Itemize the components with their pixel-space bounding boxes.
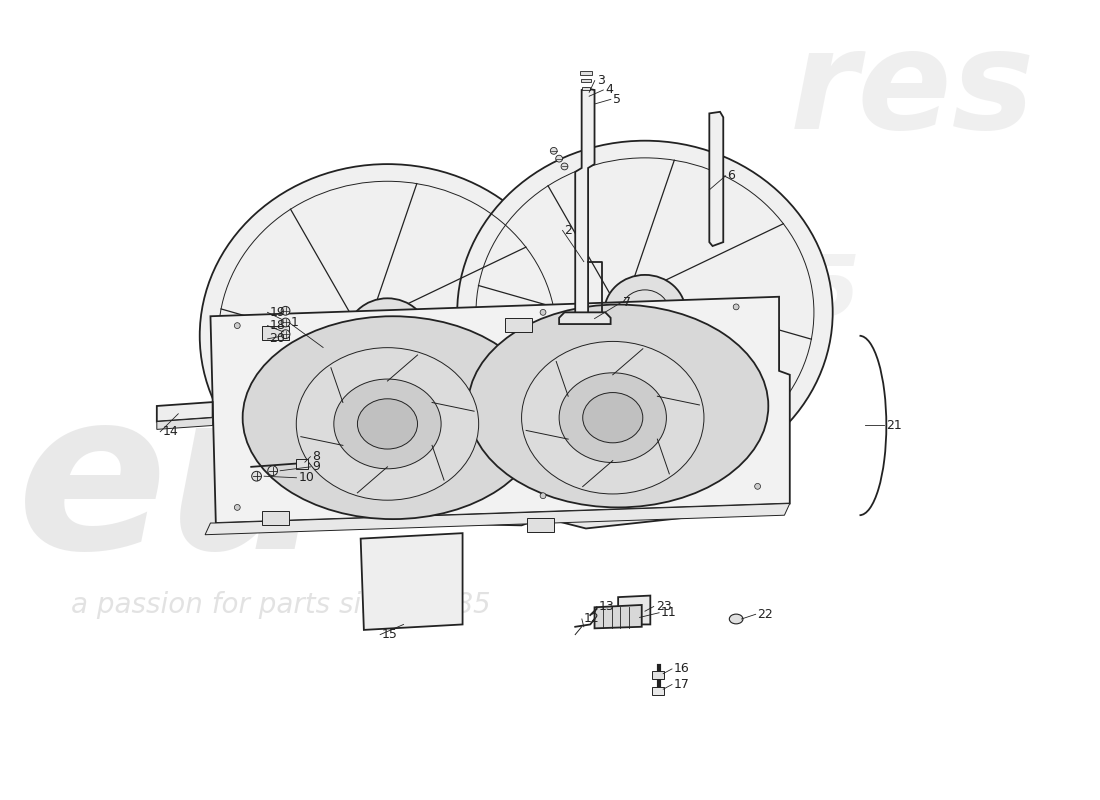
Text: 15: 15	[382, 628, 398, 641]
Ellipse shape	[540, 493, 546, 498]
Ellipse shape	[556, 155, 562, 162]
Ellipse shape	[346, 298, 428, 374]
Ellipse shape	[282, 306, 290, 315]
Text: 9: 9	[312, 460, 320, 474]
Text: 4: 4	[605, 83, 613, 97]
Ellipse shape	[468, 305, 768, 507]
Ellipse shape	[559, 373, 667, 462]
Text: 14: 14	[162, 426, 178, 438]
Polygon shape	[618, 595, 650, 625]
Text: 12: 12	[584, 613, 600, 626]
Polygon shape	[710, 112, 724, 246]
Polygon shape	[157, 418, 212, 430]
Polygon shape	[575, 89, 594, 316]
Polygon shape	[361, 533, 463, 630]
Text: eu: eu	[18, 381, 327, 595]
Polygon shape	[227, 314, 543, 526]
FancyBboxPatch shape	[580, 71, 592, 74]
Text: 3: 3	[596, 74, 605, 87]
Text: 5: 5	[613, 93, 620, 106]
Polygon shape	[157, 402, 212, 422]
Ellipse shape	[358, 399, 418, 449]
Ellipse shape	[521, 342, 704, 494]
FancyBboxPatch shape	[262, 511, 289, 526]
Ellipse shape	[333, 379, 441, 469]
Ellipse shape	[234, 322, 240, 329]
Ellipse shape	[252, 471, 262, 481]
Ellipse shape	[734, 304, 739, 310]
Text: 8: 8	[312, 450, 320, 463]
Ellipse shape	[243, 316, 543, 519]
Text: 19: 19	[270, 306, 285, 319]
Ellipse shape	[234, 505, 240, 510]
Ellipse shape	[282, 330, 290, 338]
Text: 13: 13	[598, 600, 615, 613]
Text: 16: 16	[674, 662, 690, 675]
FancyBboxPatch shape	[652, 687, 664, 694]
Ellipse shape	[604, 275, 685, 350]
Text: 22: 22	[758, 608, 773, 621]
FancyBboxPatch shape	[527, 518, 553, 531]
Ellipse shape	[267, 466, 277, 476]
Ellipse shape	[540, 310, 546, 315]
FancyBboxPatch shape	[296, 459, 308, 469]
Ellipse shape	[583, 393, 642, 443]
Polygon shape	[210, 297, 790, 523]
Polygon shape	[543, 316, 779, 529]
Text: 2: 2	[564, 224, 572, 237]
Text: 17: 17	[674, 678, 690, 691]
Ellipse shape	[200, 164, 575, 507]
Ellipse shape	[755, 483, 760, 490]
Text: res: res	[790, 23, 1035, 158]
FancyBboxPatch shape	[262, 326, 289, 340]
Ellipse shape	[550, 147, 558, 154]
Text: a passion for parts since 1985: a passion for parts since 1985	[72, 590, 491, 618]
Polygon shape	[205, 503, 790, 534]
Ellipse shape	[296, 348, 478, 500]
Text: 6: 6	[727, 170, 736, 182]
Polygon shape	[559, 312, 610, 324]
Text: 23: 23	[656, 600, 671, 613]
Ellipse shape	[561, 163, 568, 170]
Text: 20: 20	[270, 332, 285, 346]
FancyBboxPatch shape	[506, 318, 532, 332]
Ellipse shape	[282, 318, 290, 327]
Text: 21: 21	[887, 419, 902, 432]
FancyBboxPatch shape	[581, 79, 591, 82]
Ellipse shape	[458, 141, 833, 484]
Text: 11: 11	[661, 606, 676, 619]
Text: 18: 18	[270, 319, 285, 332]
Text: 10: 10	[298, 471, 315, 484]
Ellipse shape	[729, 614, 743, 624]
Text: 1: 1	[290, 316, 299, 329]
FancyBboxPatch shape	[652, 671, 664, 679]
Polygon shape	[594, 605, 641, 628]
FancyBboxPatch shape	[582, 87, 591, 90]
Text: 1985: 1985	[629, 252, 861, 334]
Text: 7: 7	[624, 296, 631, 309]
